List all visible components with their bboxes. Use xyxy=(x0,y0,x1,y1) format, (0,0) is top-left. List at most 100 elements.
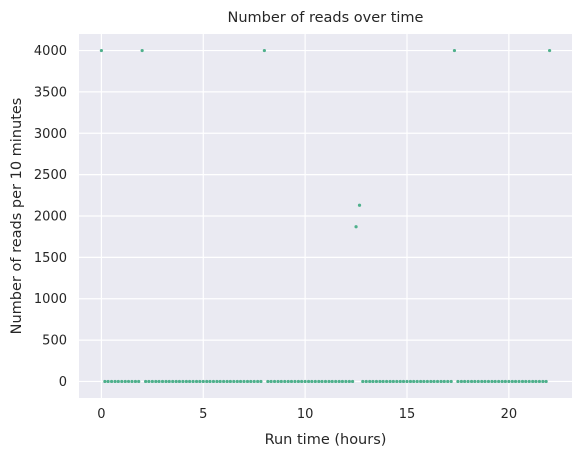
data-point xyxy=(106,379,110,384)
data-point xyxy=(313,379,317,384)
y-tick-label: 1000 xyxy=(34,292,67,307)
data-point xyxy=(507,379,511,384)
data-point xyxy=(99,48,104,53)
y-tick-label: 3000 xyxy=(34,127,67,142)
chart-title: Number of reads over time xyxy=(228,10,424,26)
data-point xyxy=(225,379,229,384)
data-point xyxy=(164,379,168,384)
data-point xyxy=(266,379,270,384)
data-point xyxy=(534,379,538,384)
data-point xyxy=(303,379,307,384)
data-point xyxy=(361,379,365,384)
data-point xyxy=(269,379,273,384)
data-point xyxy=(181,379,185,384)
data-point xyxy=(391,379,395,384)
data-point xyxy=(272,379,277,384)
data-point xyxy=(238,379,243,384)
data-point xyxy=(517,379,521,384)
data-point xyxy=(150,379,154,384)
data-point xyxy=(368,379,372,384)
data-point xyxy=(116,379,120,384)
data-point xyxy=(503,379,507,384)
data-points xyxy=(99,48,552,384)
data-point xyxy=(228,379,232,384)
data-point xyxy=(317,379,321,384)
data-point xyxy=(188,379,192,384)
data-point xyxy=(388,379,392,384)
data-point xyxy=(286,379,290,384)
y-tick-label: 4000 xyxy=(34,44,67,59)
data-point xyxy=(350,379,355,384)
data-point xyxy=(198,379,202,384)
data-point xyxy=(144,379,148,384)
data-point xyxy=(337,379,341,384)
data-point xyxy=(490,379,494,384)
data-point xyxy=(103,379,107,384)
data-point xyxy=(364,379,368,384)
data-point xyxy=(120,379,124,384)
data-point xyxy=(432,379,436,384)
data-point xyxy=(415,379,419,384)
data-point xyxy=(123,379,127,384)
data-point xyxy=(401,379,406,384)
data-point xyxy=(344,379,348,384)
data-point xyxy=(463,379,467,384)
grid-lines xyxy=(79,34,572,398)
data-point xyxy=(245,379,250,384)
data-point xyxy=(442,379,446,384)
data-point xyxy=(354,225,358,229)
x-tick-label: 15 xyxy=(399,407,416,422)
data-point xyxy=(357,203,362,207)
data-point xyxy=(109,379,114,384)
data-point xyxy=(408,379,413,384)
data-point xyxy=(300,379,304,384)
data-point xyxy=(334,379,338,384)
data-point xyxy=(425,379,429,384)
data-point xyxy=(429,379,433,384)
data-point xyxy=(276,379,280,384)
data-point xyxy=(398,379,402,384)
data-point xyxy=(340,379,345,384)
x-tick-label: 5 xyxy=(199,407,207,422)
y-axis-label: Number of reads per 10 minutes xyxy=(9,98,25,335)
data-point xyxy=(215,379,219,384)
data-point xyxy=(205,379,209,384)
data-point xyxy=(456,379,460,384)
data-point xyxy=(412,379,416,384)
data-point xyxy=(541,379,545,384)
data-point xyxy=(323,379,328,384)
data-point xyxy=(483,379,487,384)
data-point xyxy=(378,379,382,384)
data-point xyxy=(486,379,491,384)
data-point xyxy=(480,379,484,384)
data-point xyxy=(497,379,501,384)
data-point xyxy=(191,379,195,384)
data-point xyxy=(279,379,283,384)
data-point xyxy=(374,379,379,384)
data-point xyxy=(222,379,226,384)
data-point xyxy=(320,379,324,384)
data-point xyxy=(547,48,552,53)
y-tick-label: 3500 xyxy=(34,85,67,100)
data-point xyxy=(133,379,138,384)
data-point xyxy=(469,379,474,384)
data-point xyxy=(330,379,334,384)
data-point xyxy=(527,379,531,384)
data-point xyxy=(371,379,375,384)
data-point xyxy=(171,379,175,384)
data-point xyxy=(513,379,518,384)
data-point xyxy=(167,379,171,384)
data-point xyxy=(177,379,182,384)
data-point xyxy=(218,379,222,384)
data-point xyxy=(147,379,151,384)
data-point xyxy=(140,48,144,53)
data-point xyxy=(157,379,161,384)
data-point xyxy=(405,379,409,384)
x-tick-label: 0 xyxy=(97,407,105,422)
data-point xyxy=(459,379,463,384)
data-point xyxy=(289,379,294,384)
data-point xyxy=(452,48,457,53)
data-point xyxy=(466,379,470,384)
data-point xyxy=(126,379,131,384)
